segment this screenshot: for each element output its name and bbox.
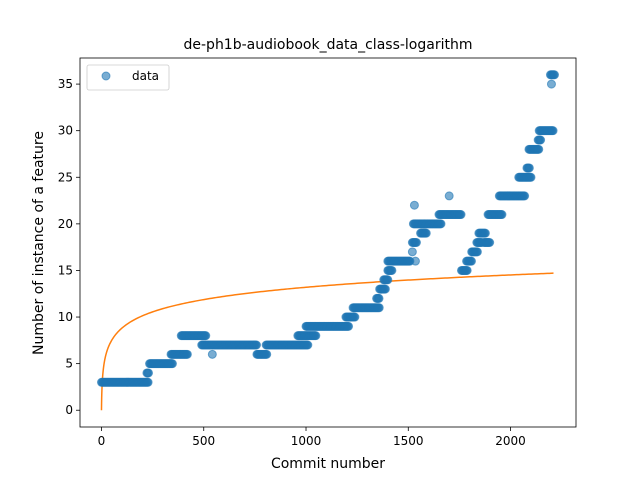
fit-line <box>100 272 554 411</box>
data-point <box>387 265 397 275</box>
data-point <box>167 359 177 369</box>
data-point <box>421 228 431 238</box>
data-point <box>311 331 321 341</box>
data-point <box>350 312 360 322</box>
y-tick-label: 15 <box>58 263 73 277</box>
data-point <box>472 247 482 257</box>
data-point <box>485 238 495 247</box>
legend-label-data: data <box>132 69 159 83</box>
data-point <box>546 79 556 89</box>
x-tick-label: 1500 <box>393 434 424 448</box>
data-point <box>526 172 536 182</box>
x-tick-label: 500 <box>192 434 215 448</box>
x-tick-label: 2000 <box>495 434 526 448</box>
data-point <box>207 349 217 359</box>
y-tick-label: 10 <box>58 310 73 324</box>
data-point <box>374 303 384 313</box>
plot-frame <box>79 57 577 428</box>
data-point <box>344 321 354 331</box>
y-axis-label: Number of instance of a feature <box>31 131 47 355</box>
data-point <box>534 144 544 154</box>
data-point <box>436 219 446 229</box>
data-point <box>201 331 211 341</box>
data-point <box>407 247 417 257</box>
x-tick-label: 1000 <box>291 434 322 448</box>
x-tick-label: 0 <box>98 434 106 448</box>
x-axis-label: Commit number <box>271 456 385 472</box>
y-ticks: 0 5 10 15 20 25 30 35 <box>58 77 80 417</box>
data-point <box>497 210 507 220</box>
legend: data <box>86 64 170 91</box>
data-point <box>480 228 490 238</box>
y-tick-label: 20 <box>58 217 73 231</box>
data-point <box>411 238 421 247</box>
y-tick-label: 25 <box>58 170 73 184</box>
data-point <box>520 191 530 201</box>
data-point <box>444 191 454 201</box>
data-point <box>524 163 534 173</box>
data-point <box>380 284 390 294</box>
y-tick-label: 0 <box>65 403 73 417</box>
fit-layer <box>100 272 554 411</box>
data-point <box>456 210 466 220</box>
data-point <box>182 349 192 359</box>
points-layer <box>96 70 560 387</box>
data-point <box>462 265 472 275</box>
data-point <box>374 293 384 303</box>
legend-marker-data <box>101 71 111 81</box>
y-tick-label: 35 <box>58 77 73 91</box>
y-tick-label: 30 <box>58 124 73 138</box>
data-point <box>262 349 272 359</box>
data-point <box>409 200 419 210</box>
plot-area <box>80 58 576 427</box>
chart-title: de-ph1b-audiobook_data_class-logarithm <box>184 37 473 53</box>
data-point <box>548 126 558 136</box>
data-point <box>143 377 153 387</box>
y-tick-label: 5 <box>65 357 73 371</box>
data-point <box>466 256 476 266</box>
legend-box <box>86 64 170 91</box>
data-point <box>550 70 560 80</box>
data-point <box>144 368 154 378</box>
data-point <box>383 275 393 285</box>
data-point <box>252 340 262 350</box>
data-point <box>536 135 546 145</box>
x-ticks: 0 500 1000 1500 2000 <box>98 427 526 448</box>
data-point <box>303 340 313 350</box>
data-point <box>410 256 420 266</box>
